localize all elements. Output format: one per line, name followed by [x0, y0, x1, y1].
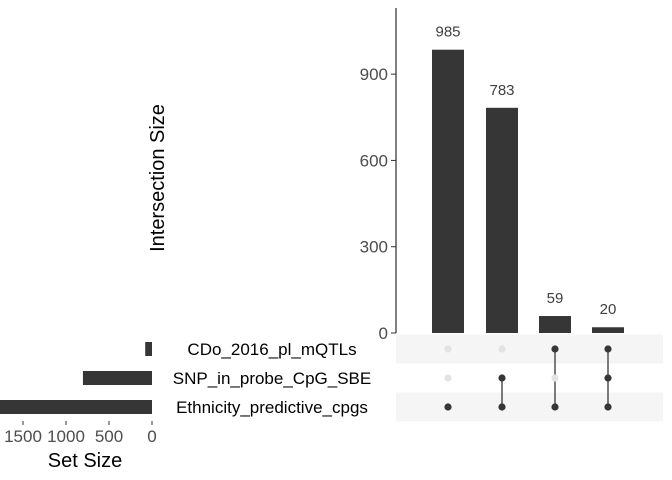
matrix-dot-active	[498, 403, 506, 411]
x-tick-label: 1000	[47, 427, 85, 446]
intersection-bar-label: 20	[600, 301, 617, 318]
intersection-bar-label: 59	[547, 290, 564, 307]
intersection-y-axis: 0 300 600 900	[360, 65, 396, 343]
set-size-axis-label: Set Size	[48, 450, 122, 472]
matrix-dot-inactive	[551, 374, 559, 382]
set-size-bar	[82, 371, 152, 385]
set-name-label: SNP_in_probe_CpG_SBE	[173, 369, 371, 388]
x-tick-label: 500	[95, 427, 123, 446]
x-tick-label: 1500	[4, 427, 42, 446]
matrix-stripe	[396, 334, 663, 364]
intersection-bar	[486, 107, 518, 333]
intersection-bar-label: 985	[435, 24, 460, 41]
matrix-dot-active	[498, 374, 506, 382]
intersection-bar	[432, 49, 464, 333]
intersection-bars: 985 783 59 20	[432, 24, 624, 333]
matrix-dot-active	[444, 403, 452, 411]
matrix-dot-inactive	[498, 345, 506, 353]
matrix-dot-active	[551, 345, 559, 353]
intersection-bar-label: 783	[489, 82, 514, 99]
set-size-x-axis: 1500 1000 500 0	[4, 421, 157, 446]
matrix-dot-active	[604, 403, 612, 411]
intersection-bar	[539, 316, 571, 333]
matrix-dot-inactive	[444, 374, 452, 382]
y-tick-label: 900	[360, 65, 388, 84]
matrix-dot-active	[604, 345, 612, 353]
y-tick-label: 300	[360, 238, 388, 257]
y-tick-label: 600	[360, 151, 388, 170]
matrix-dot-inactive	[444, 345, 452, 353]
set-name-label: CDo_2016_pl_mQTLs	[187, 340, 356, 359]
set-size-bars	[0, 342, 153, 414]
matrix-dot-active	[551, 403, 559, 411]
intersection-matrix	[444, 345, 612, 411]
intersection-y-axis-label: Intersection Size	[147, 104, 169, 252]
x-tick-label: 0	[147, 427, 156, 446]
y-tick-label: 0	[379, 324, 388, 343]
set-size-bar	[0, 400, 153, 414]
matrix-stripes	[396, 334, 663, 422]
matrix-dot-active	[604, 374, 612, 382]
set-size-bar	[145, 342, 152, 356]
matrix-stripe	[396, 392, 663, 422]
intersection-bar	[592, 327, 624, 333]
set-names: CDo_2016_pl_mQTLs SNP_in_probe_CpG_SBE Eth…	[173, 340, 371, 417]
set-name-label: Ethnicity_predictive_cpgs	[176, 398, 368, 417]
